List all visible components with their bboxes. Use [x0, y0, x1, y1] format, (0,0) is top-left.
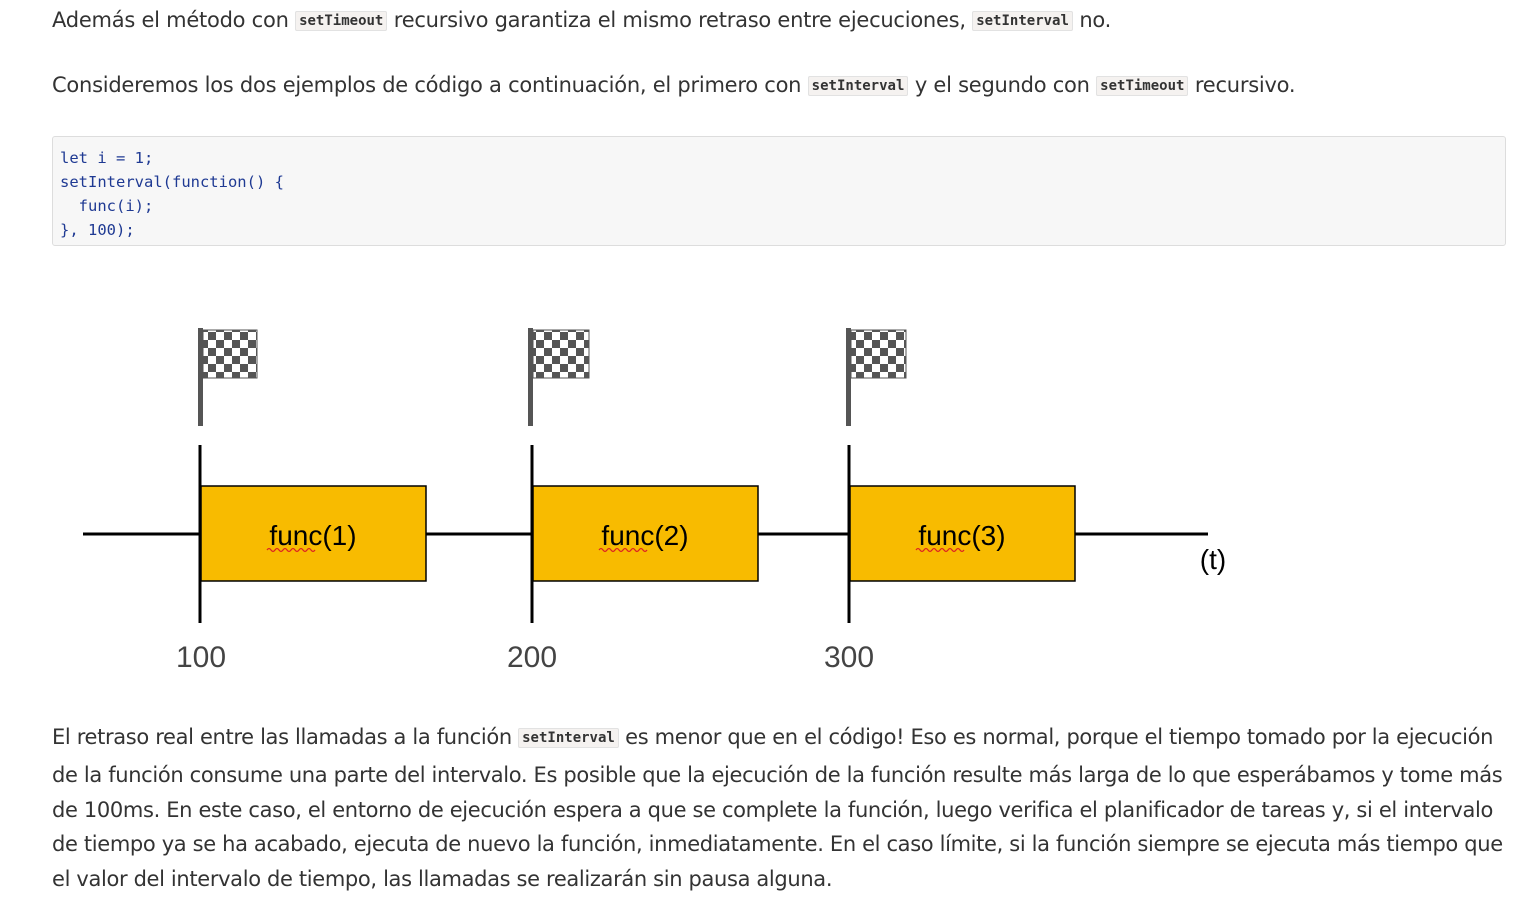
tick-label: 200: [507, 641, 557, 674]
spellcheck-underline: [915, 547, 965, 553]
inline-code-setinterval: setInterval: [972, 11, 1073, 31]
func-box-label: func(2): [601, 520, 688, 551]
text-segment: recursivo garantiza el mismo retraso ent…: [387, 8, 973, 32]
axis-label-time: (t): [1200, 544, 1226, 575]
paragraph-settimeout-guarantee: Además el método con setTimeout recursiv…: [52, 8, 1111, 32]
text-segment: Consideremos los dos ejemplos de código …: [52, 73, 808, 97]
inline-code-setinterval: setInterval: [518, 728, 619, 748]
code-line: func(i);: [60, 197, 154, 215]
code-line: let i = 1;: [60, 149, 154, 167]
text-segment: es menor que en el código! Eso es normal…: [52, 725, 1503, 892]
func-box-2: [532, 485, 759, 582]
spellcheck-underline: [598, 547, 648, 553]
code-block-setinterval[interactable]: let i = 1; setInterval(function() { func(…: [52, 136, 1506, 246]
paragraph-real-delay: El retraso real entre las llamadas a la …: [52, 720, 1518, 897]
func-box-label: func(1): [269, 520, 356, 551]
inline-code-settimeout: setTimeout: [1096, 76, 1189, 96]
checkered-flag-icon: [528, 328, 590, 426]
text-segment: El retraso real entre las llamadas a la …: [52, 725, 519, 749]
tick-label: 300: [824, 641, 874, 674]
text-segment: y el segundo con: [908, 73, 1097, 97]
func-box-1: [200, 485, 427, 582]
text-segment: no.: [1072, 8, 1112, 32]
paragraph-consider-examples: Consideremos los dos ejemplos de código …: [52, 73, 1296, 97]
func-box-label: func(3): [918, 520, 1005, 551]
spellcheck-underline: [266, 547, 316, 553]
code-line: setInterval(function() {: [60, 173, 284, 191]
func-box-3: [849, 485, 1076, 582]
inline-code-setinterval: setInterval: [807, 76, 909, 96]
text-segment: recursivo.: [1188, 73, 1296, 97]
checkered-flag-icon: [846, 328, 907, 426]
inline-code-settimeout: setTimeout: [295, 11, 388, 31]
checkered-flag-icon: [198, 328, 258, 426]
text-segment: Además el método con: [52, 8, 296, 32]
tick-label: 100: [176, 641, 226, 674]
code-line: }, 100);: [60, 221, 135, 239]
timeline-diagram: func(1) func(2) func(3) 100 200 300 (t): [83, 328, 1226, 674]
